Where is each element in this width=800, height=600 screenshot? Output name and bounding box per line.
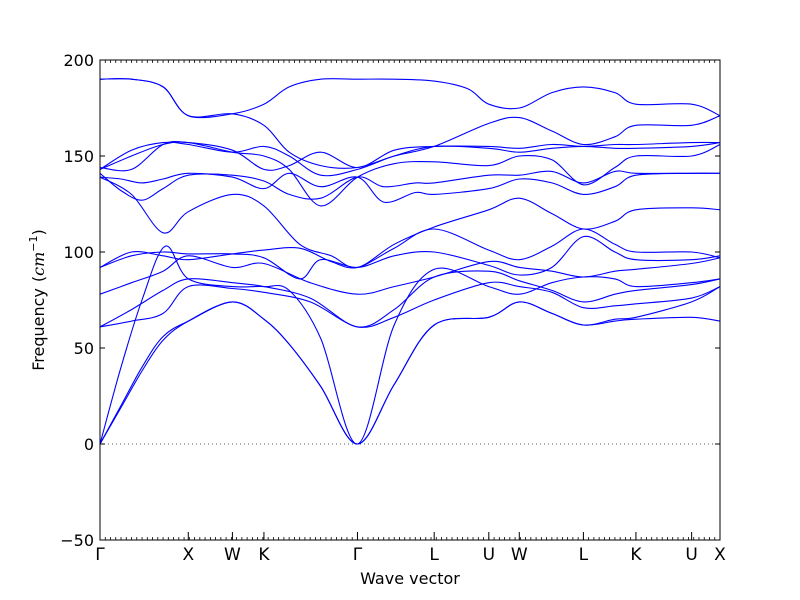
x-tick-label: X — [182, 545, 194, 565]
band-line-8 — [99, 228, 721, 269]
band-line-16 — [99, 78, 721, 119]
band-line-1 — [99, 301, 721, 445]
band-line-11 — [99, 170, 720, 201]
band-line-15 — [99, 78, 721, 169]
y-tick-label: 0 — [84, 435, 94, 454]
x-tick-label: U — [483, 545, 495, 565]
x-tick-label: L — [579, 545, 589, 565]
x-tick-label: U — [685, 545, 697, 565]
y-axis-label: Frequency (cm−1) — [27, 229, 48, 371]
y-axis-label-open: ( — [29, 276, 48, 282]
x-tick-label: W — [511, 545, 528, 565]
ticks-layer — [99, 59, 721, 541]
band-line-6 — [99, 255, 721, 295]
x-axis-label: Wave vector — [360, 569, 460, 588]
y-tick-labels: −50 0 50 100 150 200 — [60, 51, 94, 550]
x-tick-label: K — [258, 545, 270, 565]
x-tick-label: W — [224, 545, 241, 565]
x-tick-label: X — [714, 545, 726, 565]
y-axis-label-unit-exponent: −1 — [27, 235, 40, 251]
band-line-9 — [99, 176, 721, 269]
y-tick-label: 100 — [63, 243, 94, 262]
x-tick-label: Γ — [95, 545, 105, 565]
y-axis-label-close: ) — [29, 229, 48, 235]
x-tick-label: K — [630, 545, 642, 565]
band-line-14 — [99, 140, 721, 172]
band-line-7 — [99, 235, 721, 280]
y-tick-label: 150 — [63, 147, 94, 166]
y-tick-label: 200 — [63, 51, 94, 70]
band-line-5 — [99, 270, 721, 328]
band-line-3 — [99, 245, 721, 445]
y-tick-label: 50 — [74, 339, 94, 358]
y-axis-label-text: Frequency — [29, 288, 48, 371]
series-layer — [99, 78, 721, 445]
band-line-2 — [99, 286, 721, 445]
y-axis-label-unit: cm — [29, 252, 48, 276]
y-tick-label: −50 — [60, 531, 94, 550]
band-line-10 — [99, 172, 721, 204]
x-tick-label: L — [429, 545, 439, 565]
band-line-4 — [99, 281, 721, 328]
x-tick-label: Γ — [353, 545, 363, 565]
plot-frame — [99, 59, 721, 541]
